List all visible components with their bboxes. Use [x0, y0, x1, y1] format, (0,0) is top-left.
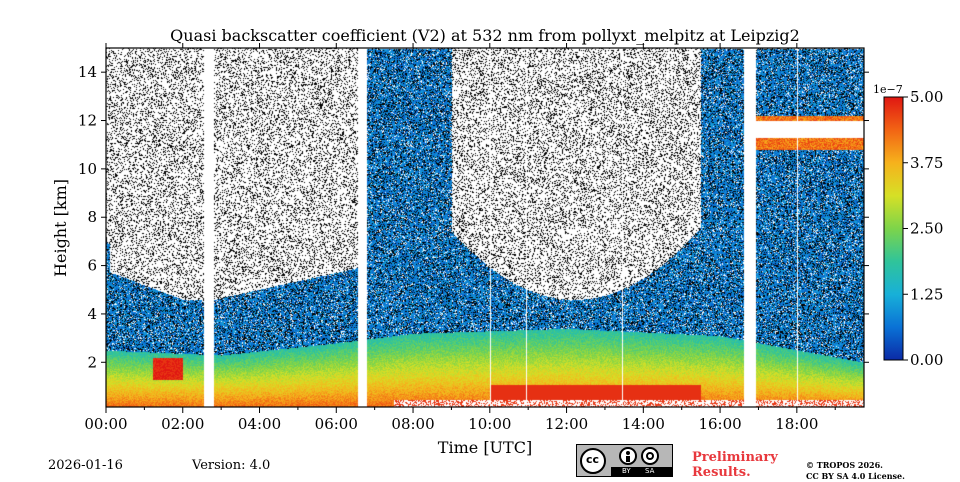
x-tick-label: 06:00	[315, 415, 358, 433]
version-label: Version: 4.0	[192, 458, 271, 473]
x-tick-label: 04:00	[238, 415, 281, 433]
y-axis-label: Height [km]	[51, 179, 70, 277]
y-axis: 2 4 6 8 10 12 14	[78, 63, 869, 371]
cc-license-badge: cc BY SA	[576, 444, 673, 477]
y-tick-label: 2	[87, 353, 97, 371]
x-tick-label: 16:00	[698, 415, 741, 433]
copyright-line-1: © TROPOS 2026.	[806, 460, 883, 470]
colorbar-tick-label: 0.00	[910, 351, 943, 369]
backscatter-field	[106, 48, 864, 407]
heatmap-area	[106, 48, 864, 407]
x-tick-label: 00:00	[84, 415, 127, 433]
y-tick-label: 14	[78, 63, 97, 81]
y-tick-label: 12	[78, 112, 97, 130]
date-label: 2026-01-16	[48, 458, 123, 473]
preliminary-notice: Preliminary Results.	[692, 450, 778, 480]
colorbar-axis: 0.00 1.25 2.50 3.75 5.00	[903, 88, 943, 369]
colorbar-tick-label: 3.75	[910, 154, 943, 172]
y-tick-label: 6	[87, 257, 97, 275]
y-tick-label: 8	[87, 208, 97, 226]
colorbar-tick-label: 5.00	[910, 88, 943, 106]
copyright-notice: © TROPOS 2026. CC BY SA 4.0 License.	[806, 460, 905, 482]
cc-icon: cc	[577, 445, 611, 476]
x-axis: 00:00 02:00 04:00 06:00 08:00 10:00 12:00 14:00…	[84, 43, 836, 433]
colorbar-scale-label: 1e−7	[873, 83, 903, 96]
x-tick-label: 14:00	[622, 415, 665, 433]
x-tick-label: 12:00	[545, 415, 588, 433]
x-tick-label: 08:00	[391, 415, 434, 433]
preliminary-line-2: Results.	[692, 465, 751, 480]
attribution-icon	[619, 447, 637, 465]
colorbar-tick-label: 2.50	[910, 220, 943, 238]
share-alike-icon	[641, 447, 659, 465]
copyright-line-2: CC BY SA 4.0 License.	[806, 471, 905, 481]
x-axis-label: Time [UTC]	[438, 438, 532, 457]
license-by-label: BY	[622, 467, 631, 475]
plot-frame	[105, 47, 865, 408]
chart-title: Quasi backscatter coefficient (V2) at 53…	[170, 26, 800, 45]
colorbar-tick-label: 1.25	[910, 285, 943, 303]
y-tick-label: 10	[78, 160, 97, 178]
x-tick-label: 10:00	[468, 415, 511, 433]
colorbar	[883, 96, 904, 361]
x-tick-label: 18:00	[775, 415, 818, 433]
y-tick-label: 4	[87, 305, 97, 323]
x-tick-label: 02:00	[161, 415, 204, 433]
license-sa-label: SA	[645, 467, 655, 475]
preliminary-line-1: Preliminary	[692, 450, 778, 465]
